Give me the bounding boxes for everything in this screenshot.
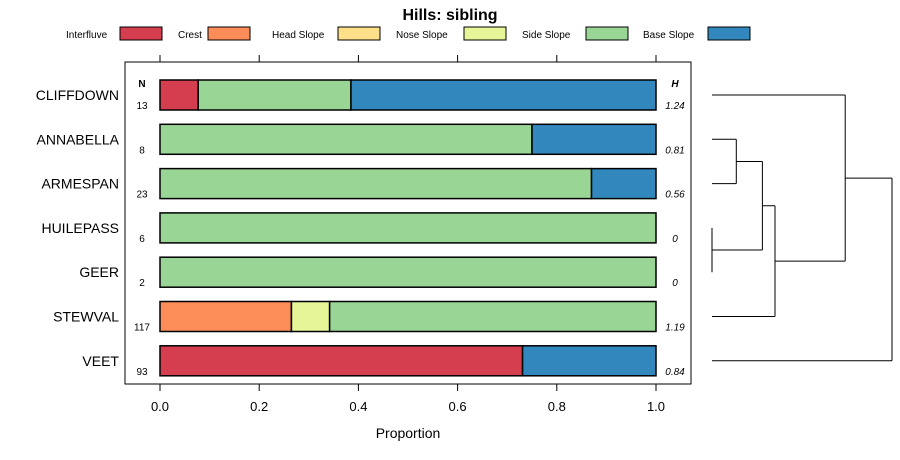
h-header: H bbox=[671, 79, 679, 90]
legend-swatch-1 bbox=[207, 26, 251, 41]
h-value-4: 0 bbox=[672, 278, 678, 289]
legend: Interfluve Crest Head Slope Nose Slope Side … bbox=[66, 26, 751, 41]
bar-segment-5-1 bbox=[159, 300, 293, 333]
x-axis-label: Proportion bbox=[376, 425, 441, 441]
bar-segment-2-5 bbox=[590, 167, 657, 200]
n-value-3: 6 bbox=[139, 234, 145, 245]
legend-swatch-4 bbox=[585, 26, 629, 41]
h-value-5: 1.19 bbox=[665, 323, 685, 334]
row-label-4: GEER bbox=[79, 264, 119, 280]
bar-segment-5-3 bbox=[290, 300, 331, 333]
bar-segment-2-4 bbox=[159, 167, 593, 200]
n-value-4: 2 bbox=[139, 278, 145, 289]
bar-segment-5-4 bbox=[328, 300, 657, 333]
chart-title: Hills: sibling bbox=[402, 7, 497, 24]
row-label-3: HUILEPASS bbox=[41, 220, 119, 236]
bar-segment-0-4 bbox=[197, 79, 352, 111]
row-labels: CLIFFDOWN ANNABELLA ARMESPAN HUILEPASS GEER S… bbox=[36, 87, 120, 369]
row-label-6: VEET bbox=[82, 353, 119, 369]
bar-segment-0-0 bbox=[159, 79, 199, 111]
x-tick-label-2: 0.4 bbox=[349, 399, 367, 414]
dendrogram bbox=[711, 94, 893, 362]
n-value-6: 93 bbox=[136, 367, 148, 378]
legend-label-3: Nose Slope bbox=[396, 30, 448, 41]
x-tick-label-5: 1.0 bbox=[647, 399, 665, 414]
row-label-2: ARMESPAN bbox=[41, 176, 119, 192]
legend-label-4: Side Slope bbox=[522, 30, 571, 41]
legend-label-1: Crest bbox=[178, 30, 202, 41]
legend-label-2: Head Slope bbox=[272, 30, 325, 41]
n-value-0: 13 bbox=[136, 101, 148, 112]
n-value-1: 8 bbox=[139, 145, 145, 156]
h-value-1: 0.81 bbox=[665, 145, 684, 156]
row-label-1: ANNABELLA bbox=[37, 131, 120, 147]
legend-swatch-2 bbox=[337, 26, 381, 41]
row-label-5: STEWVAL bbox=[53, 309, 119, 325]
bars bbox=[159, 79, 657, 377]
legend-label-5: Base Slope bbox=[643, 30, 695, 41]
bar-segment-0-5 bbox=[350, 79, 657, 111]
h-column: H 1.24 0.81 0.56 0 0 1.19 0.84 bbox=[665, 79, 685, 378]
legend-swatch-0 bbox=[119, 26, 163, 41]
n-value-2: 23 bbox=[136, 190, 148, 201]
bar-segment-1-4 bbox=[159, 123, 533, 156]
h-value-2: 0.56 bbox=[665, 190, 685, 201]
legend-swatch-5 bbox=[707, 26, 751, 41]
plot-frame bbox=[124, 61, 692, 385]
legend-label-0: Interfluve bbox=[66, 30, 108, 41]
n-column: N 13 8 23 6 2 117 93 bbox=[134, 79, 150, 378]
x-tick-label-4: 0.8 bbox=[548, 399, 566, 414]
row-label-0: CLIFFDOWN bbox=[36, 87, 119, 103]
h-value-6: 0.84 bbox=[665, 367, 685, 378]
bar-segment-4-4 bbox=[159, 256, 657, 288]
x-tick-label-0: 0.0 bbox=[151, 399, 169, 414]
n-value-5: 117 bbox=[134, 323, 150, 334]
bar-segment-1-5 bbox=[531, 123, 657, 156]
bar-segment-6-0 bbox=[159, 345, 524, 377]
x-axis: 0.0 0.2 0.4 0.6 0.8 1.0 bbox=[151, 55, 665, 414]
h-value-0: 1.24 bbox=[665, 101, 685, 112]
x-tick-label-3: 0.6 bbox=[449, 399, 467, 414]
n-header: N bbox=[138, 79, 145, 90]
x-tick-label-1: 0.2 bbox=[250, 399, 268, 414]
bar-segment-6-5 bbox=[521, 345, 657, 377]
legend-swatch-3 bbox=[463, 26, 507, 41]
h-value-3: 0 bbox=[672, 234, 678, 245]
bar-segment-3-4 bbox=[159, 212, 657, 244]
